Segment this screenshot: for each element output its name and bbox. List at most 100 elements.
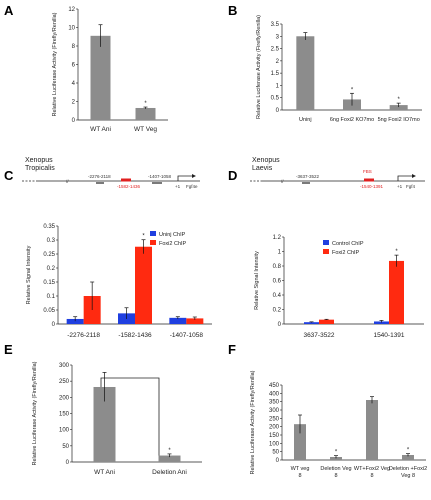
chart-f-ytick-label: 300 xyxy=(269,408,280,414)
chart-d-category-label: 1540-1391 xyxy=(373,332,404,339)
chart-d-ytick-label: 1 xyxy=(278,250,282,256)
schematic-c-red-box xyxy=(121,178,131,182)
chart-c-ytick-label: 0.3 xyxy=(47,238,56,244)
chart-c-ylabel: Relative Signal Intensity xyxy=(26,245,32,304)
chart-c-bar xyxy=(186,318,204,324)
panel-letter-c: C xyxy=(4,168,14,183)
chart-f-ytick-label: 100 xyxy=(269,441,280,447)
chart-d-legend-label: Foxi2 ChIP xyxy=(332,250,360,256)
chart-b-ytick-label: 2 xyxy=(276,59,280,65)
schematic-c-left-mark: -2276-2118 xyxy=(88,174,111,179)
chart-b-ytick-label: 3.5 xyxy=(271,22,280,28)
chart-b-bar xyxy=(296,36,315,110)
chart-a-ytick-label: 2 xyxy=(72,100,76,106)
chart-e-star: * xyxy=(168,448,171,454)
chart-f-category-label: Deletion +Foxi2 xyxy=(389,466,427,472)
schematic-c-tss-label: +1 xyxy=(175,184,181,189)
chart-d-bar xyxy=(319,319,334,324)
chart-e-bar xyxy=(93,386,116,462)
chart-a-ylabel: Relative Luciferase Activity (Firefly/Re… xyxy=(52,12,58,116)
chart-e-ytick-label: 150 xyxy=(59,412,70,418)
schematic-d-tss-label: +1 xyxy=(397,184,403,189)
panel-letter-b: B xyxy=(228,3,237,18)
chart-a-category-label: WT Ani xyxy=(90,126,111,133)
chart-f-bar xyxy=(402,455,414,460)
chart-e-ytick-label: 50 xyxy=(62,444,69,450)
chart-a-ytick-label: 6 xyxy=(72,63,76,69)
chart-c-legend-label: Foxi2 ChIP xyxy=(159,241,187,247)
chart-d-ytick-label: 0.6 xyxy=(273,279,282,285)
chart-f-category-label: Deletion Veg xyxy=(320,466,351,472)
chart-d-ytick-label: 1.2 xyxy=(273,235,282,241)
chart-f-ytick-label: 150 xyxy=(269,433,280,439)
chart-b-ytick-label: 3 xyxy=(276,34,280,40)
schematic-c-gene-label: Fgf4e xyxy=(186,184,198,189)
chart-a-category-label: WT Veg xyxy=(134,126,157,133)
panel-letter-e: E xyxy=(4,342,13,357)
panel-letter-a: A xyxy=(4,3,14,18)
chart-b-category-label: 6ng Foxi2 KO7mo xyxy=(330,117,374,123)
chart-f-category-label: WT veg xyxy=(291,466,310,472)
chart-e-ytick-label: 300 xyxy=(59,363,70,369)
chart-f-category-label: 8 xyxy=(298,473,301,479)
chart-c-ytick-label: 0.35 xyxy=(43,224,55,230)
chart-c-ytick-label: 0.05 xyxy=(43,308,55,314)
chart-b-bar xyxy=(389,105,408,110)
chart-c-category-label: -1407-1058 xyxy=(170,332,204,339)
chart-f-category-label: Veg 8 xyxy=(401,473,415,479)
chart-d-bar xyxy=(389,260,404,324)
chart-c: 0 0.05 0.1 0.15 0.2 0.25 0.3 0.35 Relative Signa… xyxy=(26,224,212,339)
chart-f-ytick-label: 50 xyxy=(272,450,279,456)
chart-c-legend-swatch xyxy=(150,240,156,245)
schematic-c-tss-arrow xyxy=(177,175,192,181)
chart-a: 0 2 4 6 8 10 12 Relative Luciferase Activity (F… xyxy=(52,7,168,133)
chart-d-ytick-label: 0 xyxy=(278,322,282,328)
chart-b-category-label: 5ng Foxi2 IO7mo xyxy=(378,117,420,123)
chart-d-star: * xyxy=(395,249,398,255)
chart-f-bar xyxy=(330,457,342,460)
chart-a-ytick-label: 0 xyxy=(72,118,76,124)
chart-e-ytick-label: 200 xyxy=(59,395,70,401)
schematic-d-gene-label: Fgf4 xyxy=(406,184,416,189)
schematic-d-break-symbol: // xyxy=(281,179,284,184)
schematic-c-break-symbol: // xyxy=(66,179,69,184)
chart-a-bar xyxy=(135,107,156,120)
schematic-d-species-line2: Laevis xyxy=(252,165,273,172)
schematic-c-right-mark: -1407-1058 xyxy=(148,174,172,179)
chart-c-bar xyxy=(135,246,152,324)
chart-a-ytick-label: 4 xyxy=(72,81,76,87)
schematic-c-red-mark: -1582-1436 xyxy=(117,184,141,189)
chart-b-category-label: Uninj xyxy=(299,117,312,123)
schematic-d: Xenopus Laevis // -3637-3522 FBS -1540-1… xyxy=(250,157,425,189)
schematic-c-species-line2: Tropicalis xyxy=(25,165,55,172)
chart-f-bar xyxy=(294,424,306,460)
chart-c-ytick-label: 0.1 xyxy=(47,294,56,300)
chart-d-bar xyxy=(304,322,319,324)
chart-f-star: * xyxy=(335,450,338,456)
chart-c-bar xyxy=(169,317,187,324)
schematic-d-red-mark: -1540-1391 xyxy=(360,184,384,189)
schematic-d-left-mark: -3637-3522 xyxy=(296,174,320,179)
schematic-c-arrowhead xyxy=(192,174,196,178)
chart-f-ylabel: Relative Luciferase Activity (Firefly/Re… xyxy=(250,370,256,474)
panel-letter-f: F xyxy=(228,342,236,357)
schematic-d-tss-arrow xyxy=(397,175,412,181)
chart-d-ylabel: Relative Signal Intensity xyxy=(254,251,260,310)
chart-f-category-label: WT+Foxi2 Veg xyxy=(354,466,390,472)
chart-c-legend-label: Uninj ChIP xyxy=(159,232,186,238)
chart-b: 0 0.5 1 1.5 2 2.5 3 3.5 Relative Luciferase Acti… xyxy=(256,15,422,123)
chart-c-legend-swatch xyxy=(150,231,156,236)
chart-a-ytick-label: 10 xyxy=(68,26,75,32)
chart-f-ytick-label: 250 xyxy=(269,416,280,422)
chart-e-category-label: Deletion Ani xyxy=(152,469,187,476)
chart-a-ytick-label: 12 xyxy=(68,7,75,13)
chart-f-ytick-label: 400 xyxy=(269,391,280,397)
chart-e-category-label: WT Ani xyxy=(94,469,115,476)
chart-d-ytick-label: 0.2 xyxy=(273,308,282,314)
chart-e: 0 50 100 150 200 250 300 Relative Luciferase Ac… xyxy=(32,361,202,476)
chart-b-star: * xyxy=(351,87,354,93)
chart-d-legend-swatch xyxy=(323,240,329,245)
chart-e-ylabel: Relative Luciferase Activity (Firefly/Re… xyxy=(32,361,38,465)
